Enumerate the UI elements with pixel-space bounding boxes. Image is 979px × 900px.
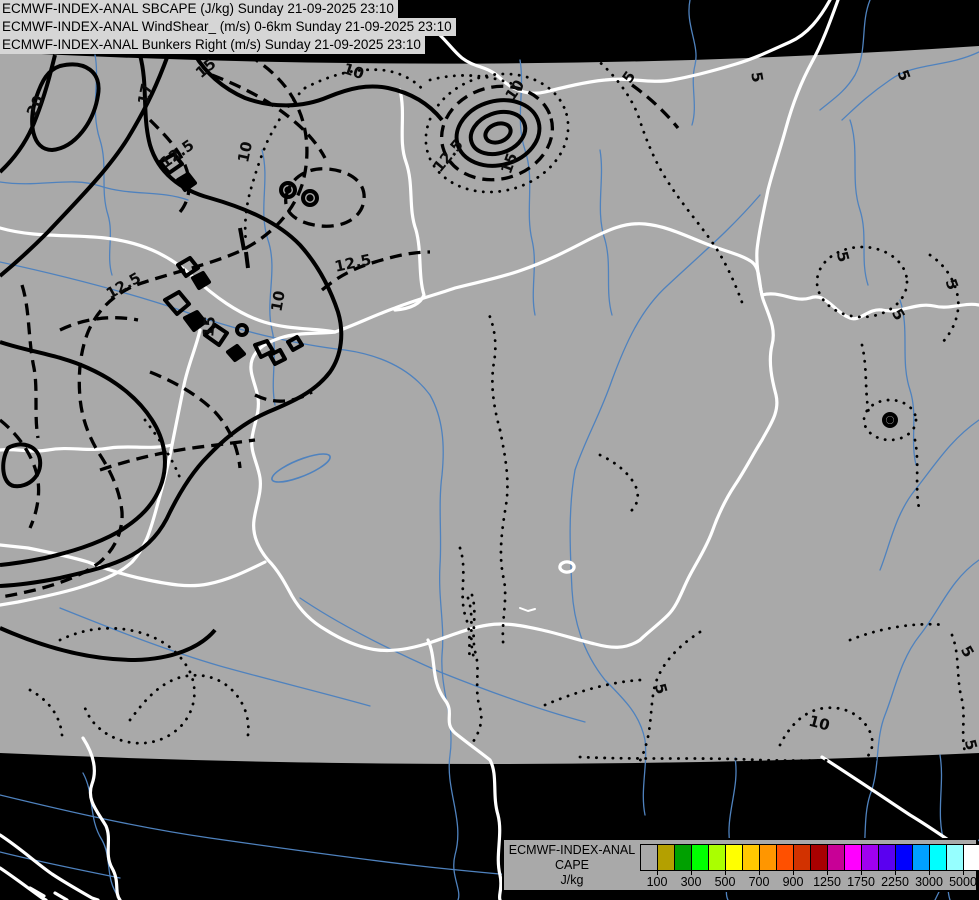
legend-title-line-3: J/kg — [560, 873, 584, 887]
cape-legend: ECMWF-INDEX-ANAL CAPE J/kg 100 300 500 700 9… — [502, 838, 979, 892]
cape-color-cell — [828, 845, 845, 870]
cape-color-cell — [777, 845, 794, 870]
cape-color-cell — [743, 845, 760, 870]
map-title-line-3: ECMWF-INDEX-ANAL Bunkers Right (m/s) Sun… — [0, 36, 425, 54]
contour-value-label: 10 — [341, 59, 366, 83]
contour-value-label: 5 — [651, 681, 671, 696]
cape-color-cell — [811, 845, 828, 870]
legend-tick — [929, 870, 930, 875]
adriatic-island — [28, 886, 46, 898]
contour-value-label: 17 — [134, 82, 156, 106]
contours-dashed — [0, 53, 680, 599]
contour-value-label: 10 — [267, 289, 288, 313]
border-hungary — [249, 222, 779, 653]
contour-value-label: 10 — [234, 140, 256, 164]
contour-value-label: 5 — [961, 737, 979, 752]
border-croatia-bosnia — [81, 736, 122, 900]
cape-color-cell — [930, 845, 947, 870]
cape-color-cell — [879, 845, 896, 870]
legend-tick-label: 5000 — [949, 875, 977, 889]
small-white-feature-2 — [519, 607, 536, 612]
border-czech-slovakia — [393, 88, 426, 312]
adriatic-coastline-2 — [0, 866, 48, 900]
map-title-line-1: ECMWF-INDEX-ANAL SBCAPE (J/kg) Sunday 21… — [0, 0, 398, 18]
legend-tick — [861, 870, 862, 875]
cape-color-cell — [726, 845, 743, 870]
cape-color-cell — [896, 845, 913, 870]
legend-tick-label: 1250 — [813, 875, 841, 889]
legend-tick — [827, 870, 828, 875]
border-czech-austria — [0, 226, 337, 334]
cape-colorbar — [640, 844, 979, 871]
legend-tick-label: 100 — [646, 875, 668, 889]
legend-tick — [759, 870, 760, 875]
legend-tick — [963, 870, 964, 875]
cape-color-cell — [760, 845, 777, 870]
small-white-feature — [558, 560, 576, 574]
border-slovakia-ukraine — [755, 0, 840, 297]
legend-tick — [793, 870, 794, 875]
legend-tick-label: 3000 — [915, 875, 943, 889]
legend-tick — [895, 870, 896, 875]
contour-value-label: 5 — [833, 249, 853, 264]
cape-color-cell — [913, 845, 930, 870]
border-slovenia-west — [0, 443, 174, 453]
border-romania-ukraine — [760, 292, 979, 321]
legend-tick — [657, 870, 658, 875]
border-austria-slovenia — [0, 328, 202, 607]
legend-tick-label: 500 — [714, 875, 736, 889]
legend-tick — [725, 870, 726, 875]
legend-title-line-1: ECMWF-INDEX-ANAL — [508, 843, 636, 857]
cape-color-cell — [658, 845, 675, 870]
cape-color-cell — [641, 845, 658, 870]
cape-color-cell — [862, 845, 879, 870]
border-poland-carpathians — [430, 0, 832, 95]
adriatic-coastline — [0, 833, 100, 900]
border-croatia-north — [0, 543, 267, 588]
legend-tick-label: 2250 — [881, 875, 909, 889]
contour-value-label: 10 — [807, 712, 832, 735]
border-serbia-west — [426, 638, 503, 900]
contours-dotted — [28, 56, 968, 790]
contour-value-label: 5 — [747, 70, 767, 83]
cape-color-cell — [709, 845, 726, 870]
legend-tick-label: 300 — [680, 875, 702, 889]
legend-tick-label: 700 — [748, 875, 770, 889]
legend-title: ECMWF-INDEX-ANAL CAPE J/kg — [508, 843, 636, 888]
cape-color-cell — [794, 845, 811, 870]
cape-color-cell — [692, 845, 709, 870]
cape-color-cell — [675, 845, 692, 870]
contour-value-label: 15 — [199, 315, 219, 337]
legend-tick-label: 900 — [782, 875, 804, 889]
adriatic-island-2 — [53, 891, 69, 900]
legend-title-line-2: CAPE — [554, 858, 590, 872]
map-title-line-2: ECMWF-INDEX-ANAL WindShear_ (m/s) 0-6km … — [0, 18, 456, 36]
legend-tick — [691, 870, 692, 875]
cape-color-cell — [845, 845, 862, 870]
cape-color-cell — [964, 845, 979, 870]
cape-color-cell — [947, 845, 964, 870]
legend-tick-label: 1750 — [847, 875, 875, 889]
